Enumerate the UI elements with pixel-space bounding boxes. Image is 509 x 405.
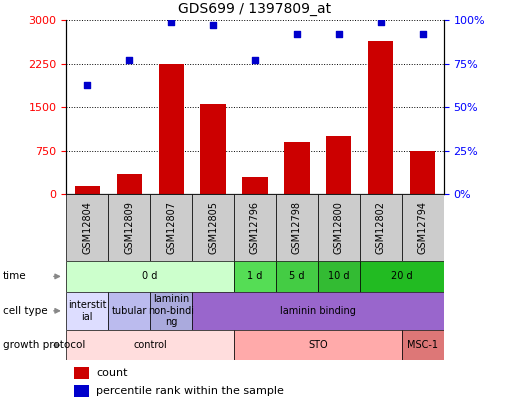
Bar xyxy=(401,194,443,261)
Text: count: count xyxy=(96,368,128,377)
Bar xyxy=(326,136,351,194)
Point xyxy=(418,31,426,37)
Bar xyxy=(367,40,392,194)
Bar xyxy=(200,104,225,194)
Bar xyxy=(74,185,100,194)
Bar xyxy=(284,142,309,194)
Point xyxy=(292,31,300,37)
Text: GSM12804: GSM12804 xyxy=(82,201,92,254)
Point xyxy=(250,57,259,64)
Point xyxy=(167,19,175,25)
Text: 20 d: 20 d xyxy=(390,271,412,281)
Bar xyxy=(192,292,443,330)
Title: GDS699 / 1397809_at: GDS699 / 1397809_at xyxy=(178,2,331,17)
Bar xyxy=(66,194,108,261)
Point xyxy=(376,19,384,25)
Text: 5 d: 5 d xyxy=(289,271,304,281)
Bar xyxy=(359,194,401,261)
Text: interstit
ial: interstit ial xyxy=(68,300,106,322)
Bar xyxy=(66,261,234,292)
Text: percentile rank within the sample: percentile rank within the sample xyxy=(96,386,284,396)
Bar xyxy=(117,174,142,194)
Bar xyxy=(359,261,443,292)
Text: tubular: tubular xyxy=(111,306,147,316)
Bar xyxy=(275,261,317,292)
Bar xyxy=(401,330,443,360)
Text: GSM12807: GSM12807 xyxy=(166,201,176,254)
Text: GSM12800: GSM12800 xyxy=(333,201,343,254)
Text: GSM12802: GSM12802 xyxy=(375,201,385,254)
Bar xyxy=(158,64,183,194)
Text: GSM12794: GSM12794 xyxy=(417,201,427,254)
Text: GSM12796: GSM12796 xyxy=(249,201,260,254)
Bar xyxy=(108,194,150,261)
Bar xyxy=(66,330,234,360)
Bar xyxy=(74,385,89,397)
Text: laminin
non-bindi
ng: laminin non-bindi ng xyxy=(148,294,194,327)
Bar xyxy=(150,292,192,330)
Text: time: time xyxy=(3,271,26,281)
Text: STO: STO xyxy=(307,340,327,350)
Point xyxy=(334,31,342,37)
Bar xyxy=(234,261,275,292)
Bar xyxy=(234,330,401,360)
Point xyxy=(125,57,133,64)
Text: laminin binding: laminin binding xyxy=(279,306,355,316)
Text: cell type: cell type xyxy=(3,306,47,316)
Bar xyxy=(74,367,89,379)
Text: GSM12805: GSM12805 xyxy=(208,201,218,254)
Text: 0 d: 0 d xyxy=(142,271,158,281)
Bar xyxy=(150,194,192,261)
Bar xyxy=(192,194,234,261)
Text: 1 d: 1 d xyxy=(247,271,262,281)
Point xyxy=(83,81,91,88)
Bar xyxy=(317,261,359,292)
Bar xyxy=(108,292,150,330)
Bar xyxy=(66,292,108,330)
Text: GSM12798: GSM12798 xyxy=(291,201,301,254)
Text: 10 d: 10 d xyxy=(327,271,349,281)
Text: GSM12809: GSM12809 xyxy=(124,201,134,254)
Bar xyxy=(275,194,317,261)
Bar xyxy=(242,177,267,194)
Text: MSC-1: MSC-1 xyxy=(406,340,437,350)
Point xyxy=(209,22,217,29)
Text: control: control xyxy=(133,340,167,350)
Bar xyxy=(234,194,275,261)
Text: growth protocol: growth protocol xyxy=(3,340,85,350)
Bar xyxy=(409,151,435,194)
Bar xyxy=(317,194,359,261)
